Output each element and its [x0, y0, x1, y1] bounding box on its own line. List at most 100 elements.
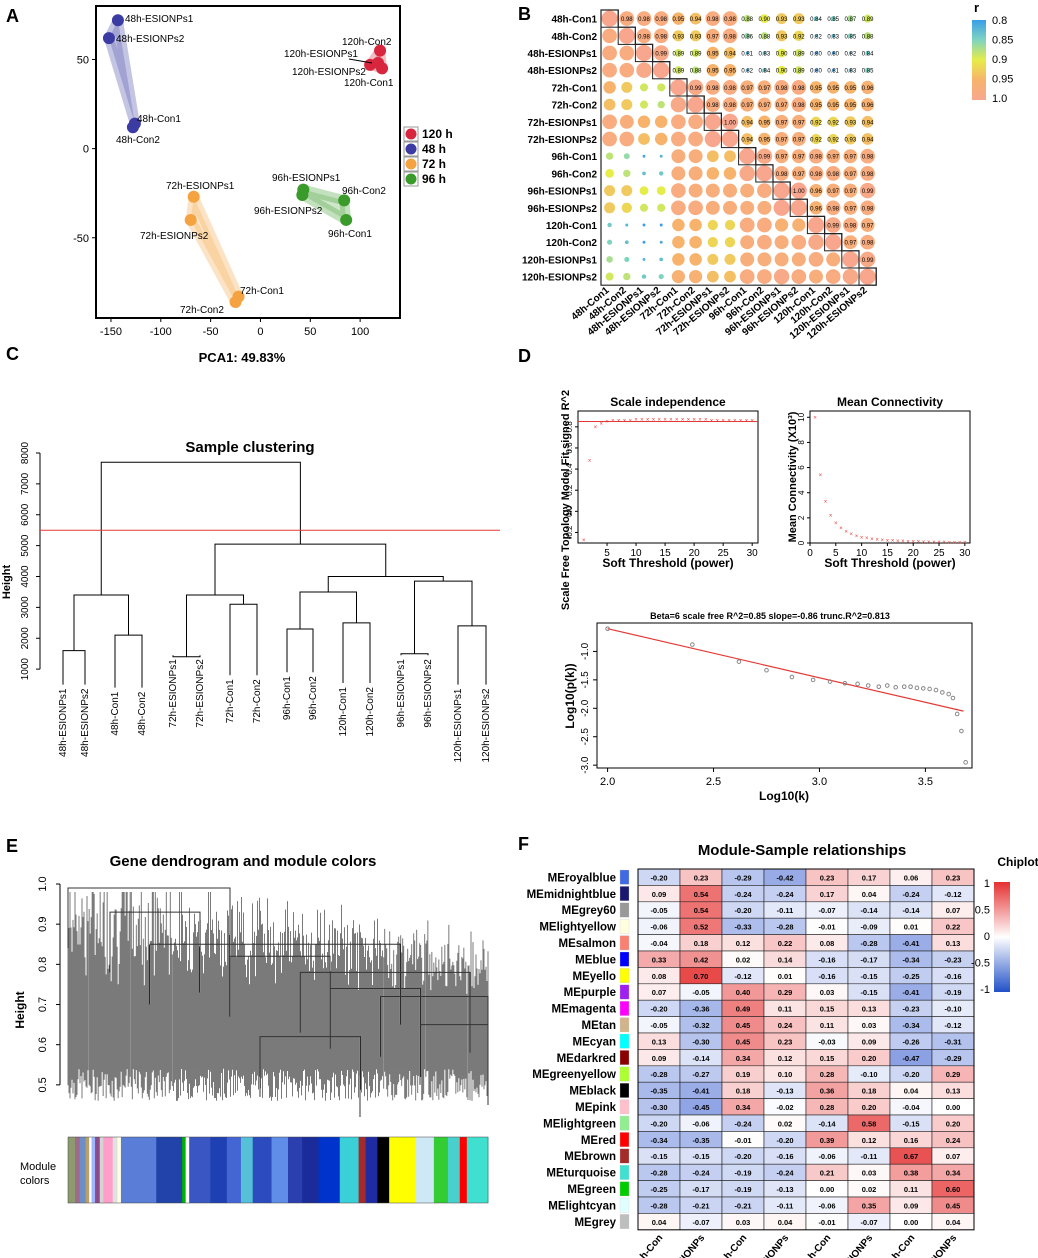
color-scale-tick: -0.5 [971, 958, 990, 970]
matrix-cell-value: 0.93 [690, 34, 702, 40]
matrix-cell-circle [757, 217, 772, 233]
matrix-cell-circle [654, 132, 668, 146]
matrix-cell-value: 0.99 [862, 258, 874, 264]
dendrogram-branch [62, 650, 86, 685]
heatmap-cell-value: -0.15 [860, 972, 877, 981]
heatmap-cell-value: 0.07 [946, 1152, 961, 1161]
connectivity-point: × [881, 538, 885, 544]
heatmap-cell-value: -0.16 [818, 972, 835, 981]
module-swatch [619, 968, 630, 983]
module-name: MEmidnightblue [527, 889, 616, 901]
degree-point [605, 626, 610, 631]
point-label: 120h-ESIONPs1 [284, 49, 358, 60]
heatmap-cell-value: -0.28 [860, 939, 877, 948]
matrix-cell-circle [863, 14, 872, 23]
matrix-cell-value: 0.96 [810, 206, 822, 212]
heatmap-cell-value: 0.21 [820, 1169, 835, 1178]
power-point: × [611, 419, 615, 425]
point-label: 96h-Con2 [342, 186, 386, 197]
row-label: 96h-Con2 [551, 169, 597, 180]
module-color-block [358, 1137, 367, 1203]
heatmap-cell-value: 0.45 [946, 1201, 961, 1210]
matrix-cell-circle [705, 28, 720, 43]
degree-point [901, 684, 907, 689]
degree-point [884, 683, 890, 688]
x-tick-label: -150 [100, 326, 122, 338]
cluster-merge [419, 1024, 489, 1105]
matrix-cell-circle [671, 114, 686, 130]
chart-title: Scale independence [610, 395, 726, 409]
row-label: 72h-ESIONPs2 [528, 135, 598, 146]
matrix-cell-value: 0.82 [741, 69, 753, 75]
matrix-cell-circle [671, 183, 686, 198]
matrix-diagonal [670, 79, 687, 96]
matrix-cell-value: 0.92 [810, 138, 822, 144]
matrix-cell-circle [809, 201, 823, 215]
leaf-label: 72h-ESIONPs2 [195, 659, 206, 728]
matrix-cell-circle [740, 80, 755, 95]
matrix-cell-circle [659, 257, 664, 262]
matrix-cell-circle [825, 217, 841, 233]
matrix-cell-value: 0.94 [690, 17, 702, 23]
x-tick-label: -50 [203, 326, 219, 338]
leaf-label: 96h-Con2 [308, 676, 319, 720]
dendrogram-branch [73, 594, 129, 651]
heatmap-cell-value: 0.09 [904, 1201, 919, 1210]
connectivity-point: × [958, 540, 962, 546]
legend-label: 96 h [422, 172, 446, 186]
matrix-diagonal [859, 268, 876, 285]
heatmap-cell-value: 0.19 [736, 1070, 751, 1079]
matrix-cell-circle [724, 219, 736, 231]
module-color-frame [67, 1136, 489, 1204]
panel-letter-f: F [518, 834, 529, 854]
heatmap-cell-value: 0.09 [862, 1037, 877, 1046]
matrix-cell-circle [656, 186, 666, 196]
matrix-cell-circle [636, 62, 652, 78]
heatmap-cell-value: -0.20 [776, 1136, 793, 1145]
heatmap-cell-value: -0.27 [692, 1070, 709, 1079]
point-label: 120h-ESIONPs2 [292, 67, 366, 78]
matrix-cell-circle [688, 200, 703, 216]
matrix-cell-value: 0.97 [845, 155, 857, 161]
matrix-cell-circle [623, 169, 631, 178]
heatmap-cell-value: 0.28 [820, 1070, 835, 1079]
module-color-block [448, 1137, 461, 1203]
module-color-block [156, 1137, 183, 1203]
matrix-cell-circle [791, 132, 806, 146]
heatmap-cell-value: -0.20 [902, 1070, 919, 1079]
plot-frame [596, 622, 973, 769]
module-name: MEgrey60 [562, 905, 616, 917]
module-name: MEgrey [574, 1217, 616, 1229]
matrix-cell-value: 0.97 [759, 103, 771, 109]
connectivity-point: × [839, 526, 843, 532]
matrix-cell-circle [861, 115, 874, 128]
matrix-diagonal [618, 27, 635, 44]
module-color-block [68, 1137, 76, 1203]
leaf-label: 48h-Con2 [137, 691, 148, 735]
heatmap-cell-value: -0.42 [776, 873, 793, 882]
column-label: 96 h-Con [797, 1233, 833, 1258]
heatmap-cell-value: 0.09 [652, 890, 667, 899]
matrix-cell-circle [724, 237, 736, 248]
power-point: × [675, 417, 679, 423]
y-axis-label: Height [13, 991, 27, 1028]
module-swatch [619, 1115, 630, 1131]
heatmap-cell-value: 0.10 [778, 1070, 793, 1079]
matrix-cell-circle [706, 167, 720, 180]
dendrogram-branch [286, 628, 314, 673]
module-name: MEpink [575, 1102, 616, 1114]
x-tick-label: 30 [747, 548, 759, 559]
matrix-cell-circle [604, 202, 616, 214]
matrix-cell-value: 0.81 [741, 52, 753, 58]
heatmap-cell-value: -0.31 [944, 1037, 961, 1046]
legend-marker [405, 158, 417, 170]
cluster-merge [109, 911, 201, 993]
matrix-cell-value: 0.94 [862, 138, 874, 144]
y-tick-label: 6 [797, 465, 806, 470]
matrix-cell-value: 0.84 [862, 52, 874, 58]
heatmap-cell-value: -0.34 [902, 1021, 920, 1030]
matrix-cell-value: 0.85 [862, 69, 874, 75]
connectivity-point: × [850, 532, 854, 538]
power-point: × [588, 459, 592, 465]
matrix-cell-circle [808, 166, 824, 181]
